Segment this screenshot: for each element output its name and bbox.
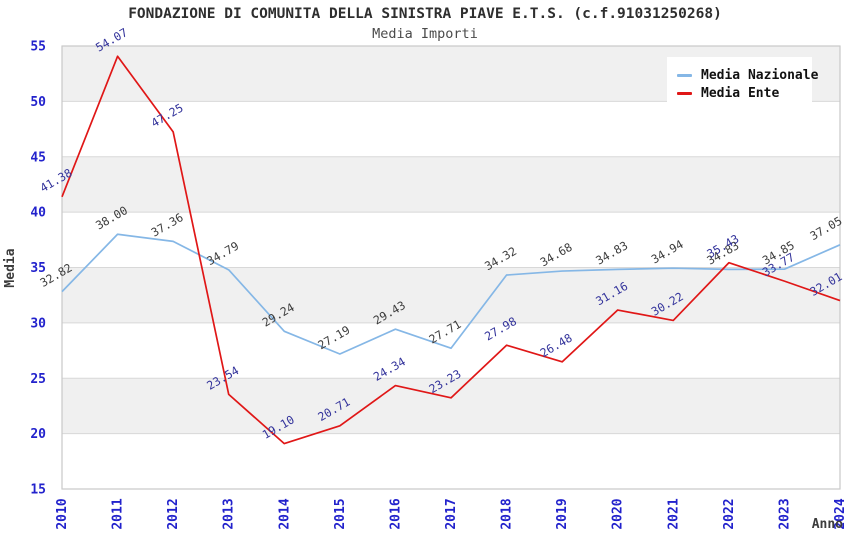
media-nazionale-point-label: 27.19 [315, 323, 352, 352]
chart-title: FONDAZIONE DI COMUNITA DELLA SINISTRA PI… [128, 6, 722, 22]
y-tick-label: 50 [30, 95, 46, 110]
plot-band [62, 267, 840, 323]
y-tick-label: 55 [30, 40, 46, 55]
x-tick-label: 2015 [333, 498, 348, 529]
plot-band [62, 378, 840, 434]
media-nazionale-point-label: 34.79 [204, 239, 241, 268]
media-nazionale-point-label: 34.83 [593, 238, 630, 267]
media-nazionale-swatch-icon [677, 74, 692, 77]
x-tick-label: 2019 [555, 498, 570, 529]
y-tick-label: 40 [30, 206, 46, 221]
legend-item-media-ente: Media Ente [677, 86, 802, 101]
x-tick-label: 2018 [500, 498, 515, 529]
x-tick-label: 2024 [833, 498, 848, 529]
x-tick-label: 2014 [277, 498, 292, 529]
media-nazionale-point-label: 37.05 [808, 214, 845, 243]
y-tick-label: 25 [30, 372, 46, 387]
x-tick-label: 2012 [166, 498, 181, 529]
x-axis-title: Anno [812, 517, 843, 532]
x-tick-label: 2011 [111, 498, 126, 529]
x-tick-label: 2010 [55, 498, 70, 529]
x-tick-label: 2021 [666, 498, 681, 529]
chart-subtitle: Media Importi [372, 26, 478, 42]
media-nazionale-line [61, 233, 841, 355]
media-ente-swatch-icon [677, 92, 692, 95]
x-tick-label: 2013 [222, 498, 237, 529]
x-tick-label: 2020 [611, 498, 626, 529]
x-tick-label: 2023 [777, 498, 792, 529]
y-tick-label: 15 [30, 483, 46, 498]
plot-band [62, 156, 840, 213]
x-tick-label: 2016 [388, 498, 403, 529]
media-nazionale-point-label: 34.94 [649, 237, 686, 266]
y-tick-label: 35 [30, 261, 46, 276]
media-ente-line [61, 55, 841, 445]
plot-border [61, 45, 841, 490]
x-tick-label: 2022 [722, 498, 737, 529]
legend: Media Nazionale Media Ente [667, 57, 818, 113]
media-nazionale-point-label: 37.36 [149, 210, 186, 239]
media-nazionale-point-label: 34.68 [538, 240, 575, 269]
x-tick-label: 2017 [444, 498, 459, 529]
legend-label-media-ente: Media Ente [701, 86, 780, 101]
legend-item-media-nazionale: Media Nazionale [677, 68, 818, 83]
y-tick-label: 45 [30, 150, 46, 165]
legend-label-media-nazionale: Media Nazionale [701, 68, 819, 83]
y-tick-label: 20 [30, 427, 46, 442]
y-axis-title: Media [3, 248, 18, 287]
y-tick-label: 30 [30, 316, 46, 331]
